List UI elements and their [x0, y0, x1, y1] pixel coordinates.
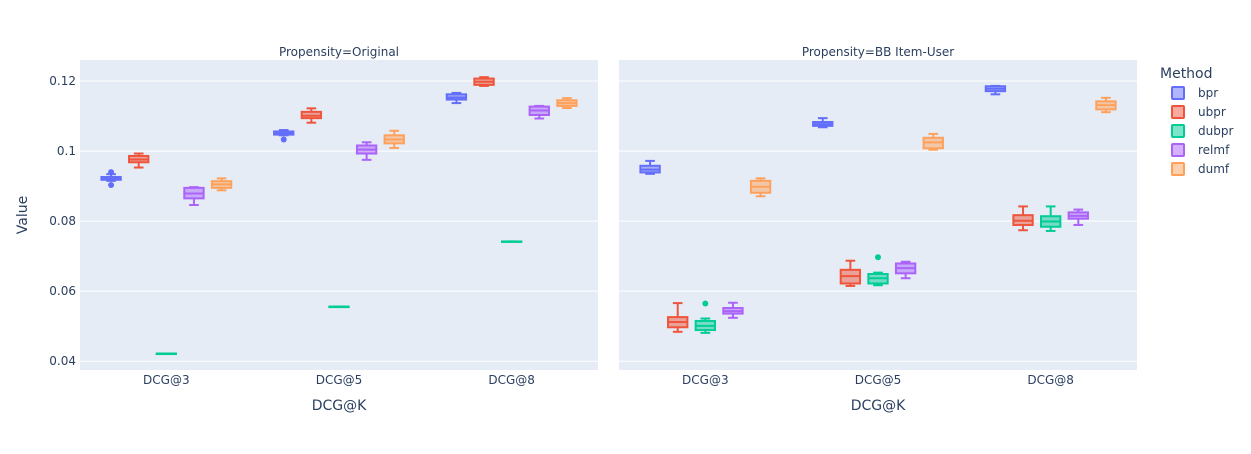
legend-swatch	[1171, 143, 1185, 157]
box-ubpr-dcg-3	[667, 302, 689, 333]
box-outlier	[280, 136, 287, 143]
box-dubpr-dcg-5	[867, 254, 889, 287]
box-dubpr-dcg-8	[1039, 205, 1062, 232]
box-relmf-dcg-5	[355, 141, 378, 161]
legend-item-dumf: dumf	[1171, 162, 1230, 176]
box-relmf-dcg-5	[894, 260, 917, 280]
box-bpr-dcg-5	[812, 117, 834, 129]
facet-panel-propensity-bb-item-user: Propensity=BB Item-User DCG@3 DCG@5 DCG@8	[619, 45, 1137, 387]
x-tick-label: DCG@5	[316, 373, 363, 387]
box-ubpr-dcg-3	[128, 152, 150, 169]
box-dubpr-dcg-3	[694, 300, 717, 334]
legend-label: bpr	[1198, 86, 1218, 100]
box-bpr-dcg-3	[639, 159, 661, 175]
y-tick-label: 0.12	[49, 74, 76, 88]
y-tick-label: 0.1	[57, 144, 76, 158]
x-tick-label: DCG@3	[682, 373, 729, 387]
legend-item-dubpr: dubpr	[1171, 124, 1233, 138]
box-dumf-dcg-3	[210, 177, 233, 192]
legend-item-relmf: relmf	[1171, 143, 1230, 157]
facet-title: Propensity=Original	[279, 45, 399, 59]
facet-title: Propensity=BB Item-User	[802, 45, 954, 59]
legend-item-ubpr: ubpr	[1171, 105, 1226, 119]
x-axis-title-left: DCG@K	[312, 398, 367, 414]
box-relmf-dcg-8	[1067, 208, 1089, 226]
box-ubpr-dcg-5	[300, 107, 323, 124]
box-dumf-dcg-5	[383, 129, 405, 149]
y-axis: 0.04 0.06 0.08 0.1 0.12	[49, 74, 76, 368]
y-tick-label: 0.08	[49, 214, 76, 228]
y-tick-label: 0.04	[49, 354, 76, 368]
box-outlier	[108, 182, 115, 189]
legend-title: Method	[1160, 66, 1213, 82]
legend: Method bpr ubpr dubpr relmf dumf	[1160, 66, 1233, 176]
box-ubpr-dcg-5	[839, 259, 862, 287]
legend-label: dubpr	[1198, 124, 1233, 138]
legend-swatch	[1171, 105, 1185, 119]
box-dumf-dcg-8	[1095, 96, 1117, 114]
x-tick-label: DCG@8	[488, 373, 535, 387]
box-outlier	[108, 169, 115, 176]
box-bpr-dcg-3	[100, 169, 122, 189]
y-axis-title: Value	[15, 196, 31, 234]
box-dubpr-dcg-5	[328, 305, 350, 309]
box-dumf-dcg-5	[922, 132, 944, 151]
plot-background	[80, 60, 598, 370]
box-bpr-dcg-5	[273, 129, 295, 143]
legend-swatch	[1171, 86, 1185, 100]
box-dumf-dcg-8	[556, 97, 578, 109]
box-dubpr-dcg-3	[155, 352, 178, 356]
legend-label: ubpr	[1198, 105, 1226, 119]
box-outlier	[875, 254, 881, 261]
legend-label: relmf	[1198, 143, 1230, 157]
box-ubpr-dcg-8	[1012, 205, 1034, 232]
x-tick-label: DCG@8	[1027, 373, 1074, 387]
legend-swatch	[1171, 162, 1185, 176]
legend-swatch	[1171, 124, 1185, 138]
box-relmf-dcg-8	[528, 104, 550, 120]
box-relmf-dcg-3	[183, 186, 205, 207]
facet-panel-propensity-original: Propensity=Original DCG@3 DCG@5 DCG@8	[80, 45, 598, 387]
x-tick-label: DCG@5	[855, 373, 902, 387]
box-bpr-dcg-8	[445, 91, 468, 105]
box-relmf-dcg-3	[722, 301, 744, 319]
x-axis-title-right: DCG@K	[851, 398, 906, 414]
box-ubpr-dcg-8	[473, 76, 495, 87]
box-dumf-dcg-3	[749, 177, 772, 198]
legend-item-bpr: bpr	[1171, 86, 1218, 100]
x-tick-label: DCG@3	[143, 373, 190, 387]
box-outlier	[702, 300, 709, 307]
y-tick-label: 0.06	[49, 284, 76, 298]
box-bpr-dcg-8	[984, 84, 1007, 96]
box-dubpr-dcg-8	[500, 240, 523, 243]
legend-label: dumf	[1198, 162, 1230, 176]
